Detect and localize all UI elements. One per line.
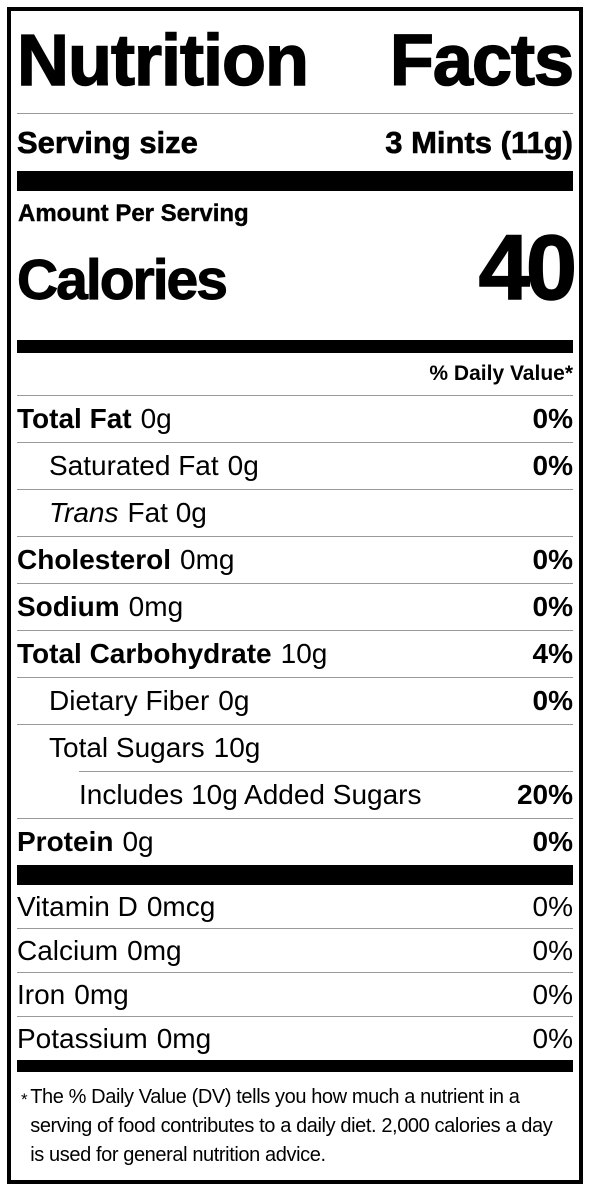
row-divider [17,442,573,443]
nutrient-amount: 0g [122,826,154,857]
nutrient-row: Dietary Fiber 0g 0% [17,678,573,724]
nutrient-name: Dietary Fiber [49,685,210,716]
row-divider [17,583,573,584]
nutrient-name: Cholesterol [17,544,172,575]
daily-value-divider [17,395,573,396]
calories-label: Calories [17,248,229,313]
nutrient-row: Calcium 0mg 0% [17,929,573,972]
nutrient-name: Total Fat [17,403,132,434]
label-title: Nutrition Facts [17,20,573,102]
row-divider [17,818,573,819]
nutrient-row: Total Sugars 10g [17,725,573,771]
serving-size-row: Serving size 3 Mints (11g) [17,114,574,171]
row-divider [17,928,573,929]
nutrient-amount: 0mg [127,934,182,966]
nutrient-name: Potassium [17,1022,148,1054]
medium-separator-bar [17,340,573,353]
nutrient-name: Vitamin D [17,890,138,922]
nutrient-row: Includes 10g Added Sugars 20% [17,772,573,818]
nutrient-daily-value: 4% [532,638,573,669]
footnote: * The % Daily Value (DV) tells you how m… [17,1072,573,1180]
nutrient-amount: 0g [227,450,259,481]
nutrient-amount: 10g [213,732,261,763]
nutrient-row: Sodium 0mg 0% [17,584,573,630]
row-divider [17,972,573,973]
row-divider [17,1016,573,1017]
nutrient-row: Vitamin D 0mcg 0% [17,885,573,928]
nutrient-row: Protein 0g 0% [17,819,573,865]
nutrient-daily-value: 0% [532,591,573,622]
nutrient-row: Potassium 0mg 0% [17,1017,573,1060]
nutrient-name: Includes 10g Added Sugars [79,779,422,810]
nutrient-row: Saturated Fat 0g 0% [17,443,573,489]
nutrient-name: Sodium [17,591,120,622]
nutrient-name: Total Carbohydrate [17,638,272,669]
nutrient-rows: Total Fat 0g 0% Saturated Fat 0g 0% Trans Fat 0… [17,396,573,865]
nutrient-name: Trans [49,497,119,528]
nutrient-name: Calcium [17,934,119,966]
calories-value: 40 [478,217,578,319]
nutrient-amount: 0mg [128,591,184,622]
nutrient-amount: 10g [280,638,328,669]
daily-value-header: % Daily Value* [429,362,573,385]
footnote-text: The % Daily Value (DV) tells you how muc… [30,1086,553,1166]
serving-size-label: Serving size [17,124,199,160]
row-divider [17,489,573,490]
nutrient-row: Cholesterol 0mg 0% [17,537,573,583]
footnote-separator-bar [17,1060,573,1072]
nutrient-name: Iron [17,978,66,1010]
title-divider [17,113,573,114]
amount-per-serving-label: Amount Per Serving [18,200,249,227]
footnote-asterisk: * [21,1090,28,1109]
nutrient-daily-value: 0% [532,890,573,922]
row-divider [17,677,573,678]
nutrition-facts-label: Nutrition Facts Serving size 3 Mints (11… [7,7,583,1184]
nutrient-daily-value: 0% [532,544,573,575]
row-divider [17,724,573,725]
nutrient-amount: 0mg [180,544,235,575]
calories-row: Calories 40 [17,217,578,324]
nutrient-name: Total Sugars [49,732,205,763]
nutrient-daily-value: 0% [532,934,573,966]
row-divider [79,771,573,772]
nutrient-row: Total Carbohydrate 10g 4% [17,631,573,677]
nutrient-amount: 0g [218,685,250,716]
thick-separator-bar-vitamins [17,865,573,885]
nutrient-amount: 0mg [74,978,129,1010]
serving-size-value: 3 Mints (11g) [385,124,573,160]
nutrient-name: Saturated Fat [49,450,219,481]
row-divider [17,630,573,631]
row-divider [17,536,573,537]
nutrient-daily-value: 20% [516,779,573,810]
nutrient-row: Trans Fat 0g [17,490,573,536]
micronutrient-rows: Vitamin D 0mcg 0% Calcium 0mg 0% Iron 0mg 0% Pota… [17,885,573,1060]
nutrient-daily-value: 0% [532,1022,573,1054]
nutrient-daily-value: 0% [532,685,573,716]
nutrient-row: Iron 0mg 0% [17,973,573,1016]
thick-separator-bar [17,171,573,191]
nutrient-amount: 0mg [156,1022,212,1054]
nutrient-daily-value: 0% [532,403,573,434]
nutrient-amount: Fat 0g [127,497,207,528]
nutrient-amount: 0mcg [146,890,216,922]
nutrient-name: Protein [17,826,114,857]
nutrient-daily-value: 0% [532,978,573,1010]
nutrient-amount: 0g [140,403,172,434]
nutrient-daily-value: 0% [532,450,573,481]
nutrient-daily-value: 0% [532,826,573,857]
nutrient-row: Total Fat 0g 0% [17,396,573,442]
